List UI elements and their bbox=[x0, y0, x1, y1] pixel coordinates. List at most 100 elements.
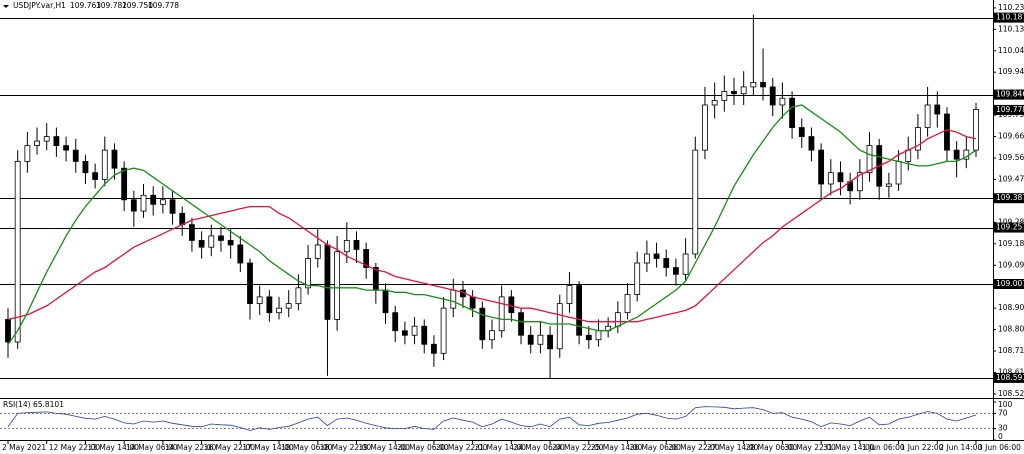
candle-body bbox=[247, 262, 253, 305]
level-label-box bbox=[994, 12, 1024, 23]
header-value: 109.782 bbox=[96, 1, 127, 10]
rsi-tick-label: 30 bbox=[998, 424, 1008, 433]
x-tick-label: 31 May 14:00 bbox=[823, 443, 875, 452]
candle-body bbox=[556, 303, 563, 350]
candle-body bbox=[343, 240, 350, 253]
candle-body bbox=[411, 325, 418, 336]
candle-body bbox=[92, 172, 99, 180]
rsi-tick-label: 70 bbox=[998, 408, 1008, 417]
candle-body bbox=[711, 100, 718, 106]
y-tick-label: 110.135 bbox=[998, 24, 1024, 33]
candle-body bbox=[653, 253, 660, 259]
y-tick-label: 109.565 bbox=[998, 153, 1024, 162]
last-price-label: 109.778 bbox=[996, 105, 1024, 114]
x-tick-label: 14 May 06:00 bbox=[126, 443, 178, 452]
candle-body bbox=[266, 296, 273, 314]
candle-body bbox=[808, 136, 815, 151]
level-label: 109.257 bbox=[996, 223, 1024, 232]
x-tick-label: 17 May 14:00 bbox=[242, 443, 294, 452]
candle-body bbox=[634, 262, 641, 296]
x-tick-label: 19 May 14:00 bbox=[358, 443, 410, 452]
candle-body bbox=[189, 224, 195, 241]
candle-body bbox=[479, 307, 486, 341]
y-tick-label: 109.280 bbox=[998, 217, 1024, 226]
candle-body bbox=[944, 113, 950, 151]
candle-body bbox=[789, 97, 795, 128]
candle-body bbox=[363, 249, 370, 268]
y-tick-label: 110.230 bbox=[998, 3, 1024, 12]
candle-body bbox=[101, 149, 108, 180]
candle-body bbox=[276, 307, 282, 314]
candle-body bbox=[382, 289, 389, 314]
candle-body bbox=[53, 136, 60, 147]
header-value: 109.778 bbox=[148, 1, 179, 10]
candle-body bbox=[760, 81, 766, 88]
candle-body bbox=[915, 127, 921, 151]
level-label-box bbox=[994, 89, 1024, 100]
candle-body bbox=[392, 312, 399, 332]
candle-body bbox=[24, 145, 31, 162]
candle-body bbox=[285, 303, 292, 309]
candle-body bbox=[537, 334, 544, 345]
x-tick-label: 2 May 2021 bbox=[2, 443, 46, 452]
candle-body bbox=[218, 235, 224, 241]
candle-body bbox=[856, 172, 863, 192]
candle-body bbox=[431, 343, 437, 354]
candle-body bbox=[140, 194, 147, 212]
header-value: 109.750 bbox=[122, 1, 153, 10]
last-price-box bbox=[994, 104, 1024, 115]
candle-body bbox=[237, 244, 244, 264]
candle-body bbox=[905, 149, 912, 162]
candle-body bbox=[72, 149, 79, 162]
candle-body bbox=[295, 287, 302, 305]
candle-body bbox=[721, 91, 728, 101]
candle-body bbox=[372, 267, 379, 291]
candle-body bbox=[924, 104, 931, 128]
candle-body bbox=[643, 253, 650, 264]
candle-body bbox=[547, 334, 553, 350]
x-tick-label: 16 May 22:00 bbox=[204, 443, 256, 452]
candle-body bbox=[314, 244, 321, 259]
candle-body bbox=[750, 81, 757, 88]
candle-body bbox=[121, 167, 128, 201]
candle-body bbox=[585, 334, 592, 341]
candle-body bbox=[837, 172, 844, 183]
candle-body bbox=[82, 161, 89, 174]
candle-body bbox=[798, 127, 805, 137]
candle-body bbox=[866, 145, 873, 174]
candle-body bbox=[566, 285, 573, 305]
candle-body bbox=[885, 183, 892, 187]
candle-body bbox=[324, 244, 331, 320]
candle-body bbox=[227, 240, 234, 246]
level-label: 109.007 bbox=[996, 279, 1024, 288]
moving-average bbox=[7, 104, 977, 345]
candle-body bbox=[498, 296, 505, 332]
x-tick-label: 26 May 06:00 bbox=[630, 443, 682, 452]
candle-body bbox=[614, 312, 621, 327]
candle-body bbox=[692, 149, 699, 255]
candle-body bbox=[595, 330, 602, 341]
candle-body bbox=[489, 330, 495, 341]
candle-body bbox=[305, 258, 311, 289]
x-tick-label: 26 May 22:00 bbox=[668, 443, 720, 452]
level-label-box bbox=[994, 193, 1024, 204]
x-tick-label: 24 May 06:00 bbox=[513, 443, 565, 452]
candle-body bbox=[440, 307, 447, 354]
symbol: USDJPY.var,H1 bbox=[13, 1, 66, 10]
x-tick-label: 14 May 22:00 bbox=[165, 443, 217, 452]
menu-arrow bbox=[3, 5, 9, 8]
candle-body bbox=[682, 253, 689, 275]
candle-body bbox=[827, 172, 834, 185]
candle-body bbox=[450, 289, 457, 309]
y-tick-label: 109.185 bbox=[998, 239, 1024, 248]
y-tick-label: 108.615 bbox=[998, 367, 1024, 376]
x-tick-label: 25 May 14:00 bbox=[591, 443, 643, 452]
candle-body bbox=[334, 251, 341, 320]
rsi-line bbox=[7, 406, 977, 431]
level-label-box bbox=[994, 278, 1024, 289]
candle-body bbox=[508, 296, 515, 314]
x-tick-label: 12 May 22:00 bbox=[49, 443, 101, 452]
y-tick-label: 109.090 bbox=[998, 260, 1024, 269]
